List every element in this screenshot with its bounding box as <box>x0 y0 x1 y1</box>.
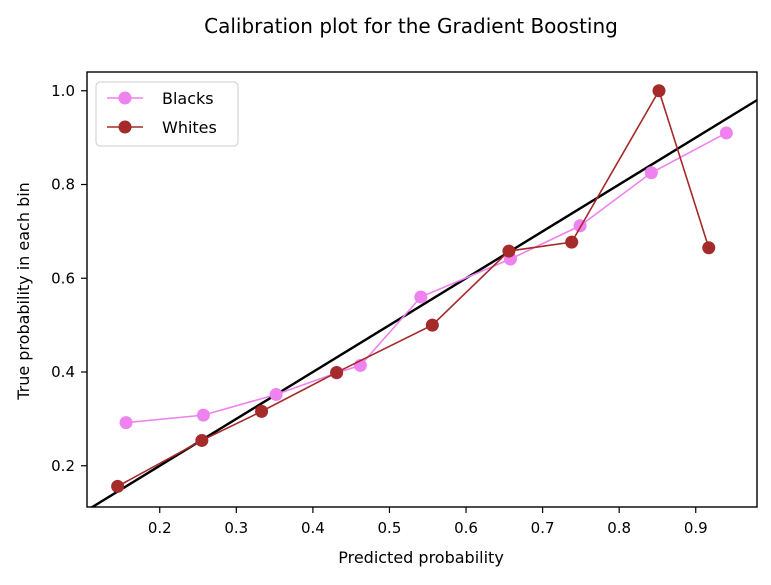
chart-title: Calibration plot for the Gradient Boosti… <box>204 14 618 38</box>
x-tick-label: 0.4 <box>301 519 325 537</box>
x-tick-label: 0.5 <box>378 519 402 537</box>
data-point-whites <box>652 84 666 98</box>
y-axis-label: True probability in each bin <box>14 182 33 401</box>
x-tick-label: 0.8 <box>607 519 631 537</box>
series-line-whites <box>117 88 710 488</box>
data-point-whites <box>702 241 716 255</box>
x-tick-label: 0.9 <box>684 519 708 537</box>
legend-label-blacks: Blacks <box>162 89 214 108</box>
x-tick-label: 0.3 <box>224 519 248 537</box>
data-point-blacks <box>196 408 210 422</box>
legend-label-whites: Whites <box>162 118 217 137</box>
x-tick-label: 0.6 <box>454 519 478 537</box>
legend-marker-blacks <box>118 91 132 105</box>
data-point-blacks <box>269 388 283 401</box>
data-point-blacks <box>414 290 428 304</box>
data-point-whites <box>111 479 125 493</box>
data-point-whites <box>255 404 269 418</box>
x-tick-label: 0.2 <box>148 519 172 537</box>
plot-area <box>90 84 757 507</box>
y-tick-label: 0.4 <box>51 363 75 381</box>
data-point-blacks <box>644 166 658 180</box>
data-point-whites <box>195 433 209 447</box>
legend-marker-whites <box>118 120 132 134</box>
data-point-blacks <box>719 126 733 140</box>
axes: 0.2 0.3 0.4 0.5 0.6 0.7 0.8 0.9 0.2 0.4 0.6 0.8 1.0 <box>51 71 758 537</box>
data-point-blacks <box>119 416 133 430</box>
x-tick-label: 0.7 <box>531 519 555 537</box>
y-tick-label: 0.8 <box>51 176 75 194</box>
legend: Blacks Whites <box>95 81 239 147</box>
data-point-whites <box>425 318 439 332</box>
data-point-whites <box>330 365 344 379</box>
data-point-whites <box>565 235 579 249</box>
y-tick-label: 1.0 <box>51 82 75 100</box>
data-point-whites <box>502 244 516 258</box>
series-line-blacks <box>125 132 727 424</box>
x-axis-label: Predicted probability <box>338 548 504 567</box>
y-tick-label: 0.2 <box>51 457 75 475</box>
axes-frame <box>86 71 758 508</box>
y-tick-label: 0.6 <box>51 269 75 287</box>
